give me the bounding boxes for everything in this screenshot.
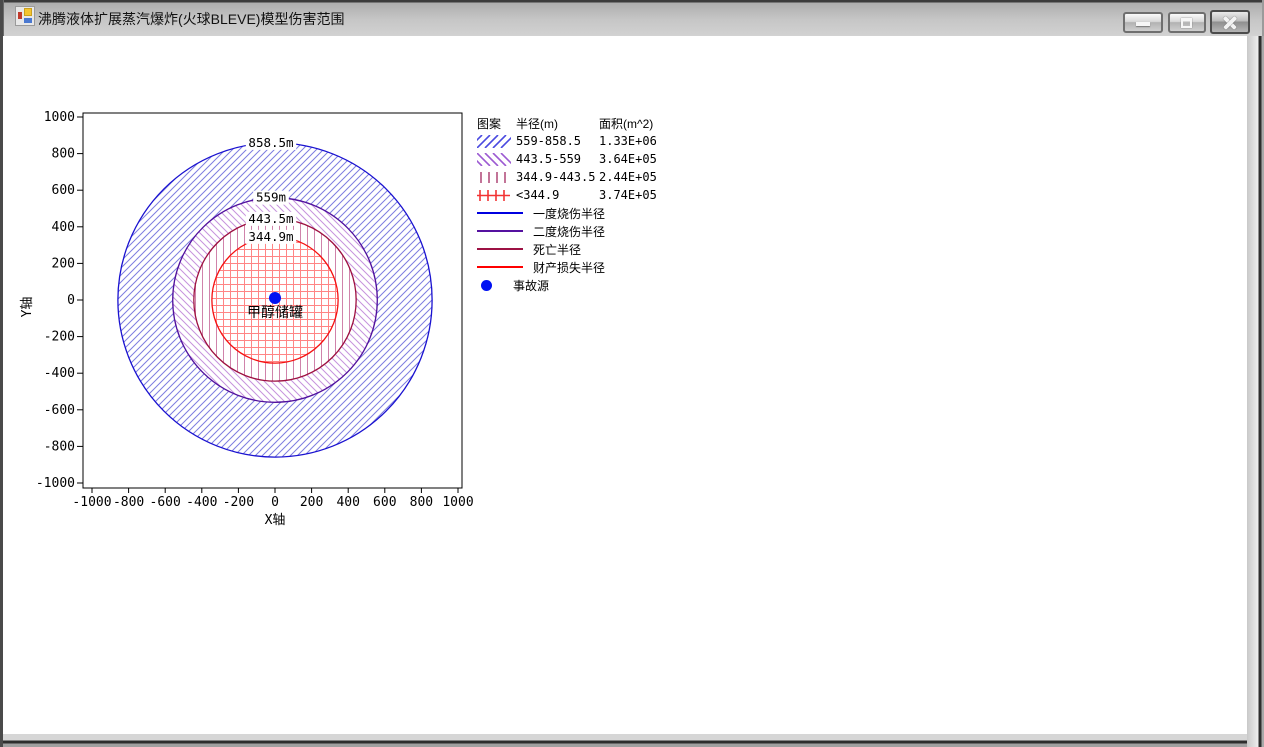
app-icon [15, 6, 35, 26]
zone-radius-range: 344.9-443.5 [516, 170, 596, 184]
zone-area-value: 1.33E+06 [599, 134, 657, 148]
minimize-button[interactable] [1123, 12, 1163, 33]
zone-radius-range: <344.9 [516, 188, 560, 202]
maximize-icon [1181, 17, 1192, 28]
radius-line-label: 财产损失半径 [533, 260, 606, 275]
radius-line-swatch [477, 266, 523, 268]
window-frame-bottom [3, 734, 1247, 747]
x-tick-label: -1000 [72, 495, 111, 510]
legend-zone-row: 344.9-443.5 2.44E+05 [477, 168, 657, 186]
chart-legend: 图案 半径(m) 面积(m^2) 559-858.5 1.33E+06 443.… [477, 114, 657, 294]
x-tick-label: -600 [150, 495, 181, 510]
window-title: 沸腾液体扩展蒸汽爆炸(火球BLEVE)模型伤害范围 [38, 11, 345, 27]
client-area: -1000 -800 -600 -400 -200 0 200 400 600 800 1000 10… [3, 36, 1247, 734]
x-tick-label: -200 [223, 495, 254, 510]
y-tick-label: 800 [52, 147, 75, 162]
zone-hatch-swatch [477, 152, 511, 166]
x-tick-label: 600 [373, 495, 396, 510]
legend-line-row: 死亡半径 [477, 240, 657, 258]
accident-source-icon [481, 279, 492, 291]
y-tick-label: 1000 [44, 110, 75, 125]
legend-line-row: 一度烧伤半径 [477, 204, 657, 222]
legend-line-row: 二度烧伤半径 [477, 222, 657, 240]
zone-hatch-swatch [477, 134, 511, 148]
zone-radius-range: 559-858.5 [516, 134, 582, 148]
tank-label: 甲醇储罐 [247, 304, 303, 321]
legend-zone-row: <344.9 3.74E+05 [477, 186, 657, 204]
close-button[interactable] [1210, 10, 1250, 34]
y-tick-label: -400 [44, 366, 75, 381]
maximize-button[interactable] [1168, 12, 1206, 33]
x-tick-label: 0 [271, 495, 279, 510]
window-frame-right [1247, 36, 1264, 747]
zone-hatch-swatch [480, 171, 506, 183]
y-tick-label: -1000 [36, 476, 75, 491]
legend-source-row: 事故源 [477, 276, 657, 294]
y-tick-label: 400 [52, 220, 75, 235]
y-tick-label: -600 [44, 403, 75, 418]
y-tick-label: 600 [52, 183, 75, 198]
radius-line-swatch [477, 230, 523, 232]
y-tick-label: 200 [52, 256, 75, 271]
y-axis-title: Y轴 [20, 297, 35, 318]
radius-line-label: 一度烧伤半径 [533, 206, 606, 221]
zone-area-value: 3.64E+05 [599, 152, 657, 166]
radius-line-label: 死亡半径 [533, 242, 582, 257]
title-bar[interactable]: 沸腾液体扩展蒸汽爆炸(火球BLEVE)模型伤害范围 [3, 0, 1262, 36]
close-icon [1222, 14, 1238, 30]
x-tick-label: -800 [113, 495, 144, 510]
radius-line-swatch [477, 212, 523, 214]
zone-radius-range: 443.5-559 [516, 152, 582, 166]
accident-source-label: 事故源 [513, 278, 550, 293]
zone-area-value: 2.44E+05 [599, 170, 657, 184]
zone-radius-label: 443.5m [248, 211, 293, 226]
x-tick-label: -400 [186, 495, 217, 510]
legend-header-radius: 半径(m) [516, 116, 558, 131]
zone-radius-label: 559m [256, 190, 286, 205]
zone-radius-label: 858.5m [248, 135, 293, 150]
window-frame-left [0, 0, 3, 747]
legend-header-area: 面积(m^2) [599, 116, 654, 131]
x-tick-label: 1000 [442, 495, 473, 510]
y-tick-label: -200 [44, 330, 75, 345]
legend-header-pattern: 图案 [477, 116, 502, 131]
accident-source-marker [269, 292, 281, 304]
x-tick-label: 200 [300, 495, 323, 510]
minimize-icon [1136, 21, 1150, 26]
zone-radius-label: 344.9m [248, 229, 293, 244]
y-tick-label: 0 [67, 293, 75, 308]
y-tick-label: -800 [44, 439, 75, 454]
x-tick-label: 400 [336, 495, 359, 510]
legend-zone-row: 443.5-559 3.64E+05 [477, 150, 657, 168]
legend-zone-row: 559-858.5 1.33E+06 [477, 132, 657, 150]
x-tick-label: 800 [410, 495, 433, 510]
x-axis-title: X轴 [265, 513, 286, 528]
damage-range-chart: -1000 -800 -600 -400 -200 0 200 400 600 800 100010… [20, 110, 474, 528]
radius-line-swatch [477, 248, 523, 250]
zone-area-value: 3.74E+05 [599, 188, 657, 202]
zone-hatch-swatch [477, 189, 510, 201]
radius-line-label: 二度烧伤半径 [533, 224, 606, 239]
legend-line-row: 财产损失半径 [477, 258, 657, 276]
legend-header: 图案 半径(m) 面积(m^2) [477, 114, 657, 132]
